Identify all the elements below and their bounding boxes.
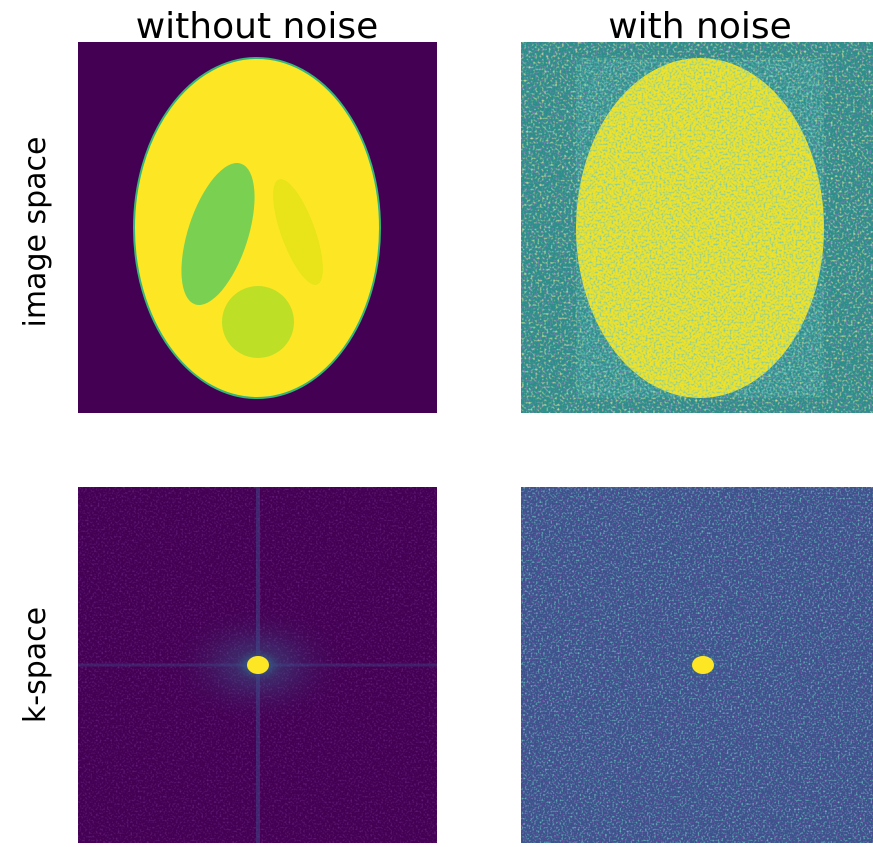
column-title: without noise xyxy=(136,6,379,47)
row-label: k-space xyxy=(18,607,53,723)
row-label: image space xyxy=(18,137,53,328)
image-panel xyxy=(78,487,437,843)
column-title: with noise xyxy=(608,6,792,47)
image-panel xyxy=(521,42,873,413)
figure: without noise with noise image space k-s… xyxy=(0,0,873,843)
image-panel xyxy=(78,42,437,413)
image-panel xyxy=(521,487,873,843)
